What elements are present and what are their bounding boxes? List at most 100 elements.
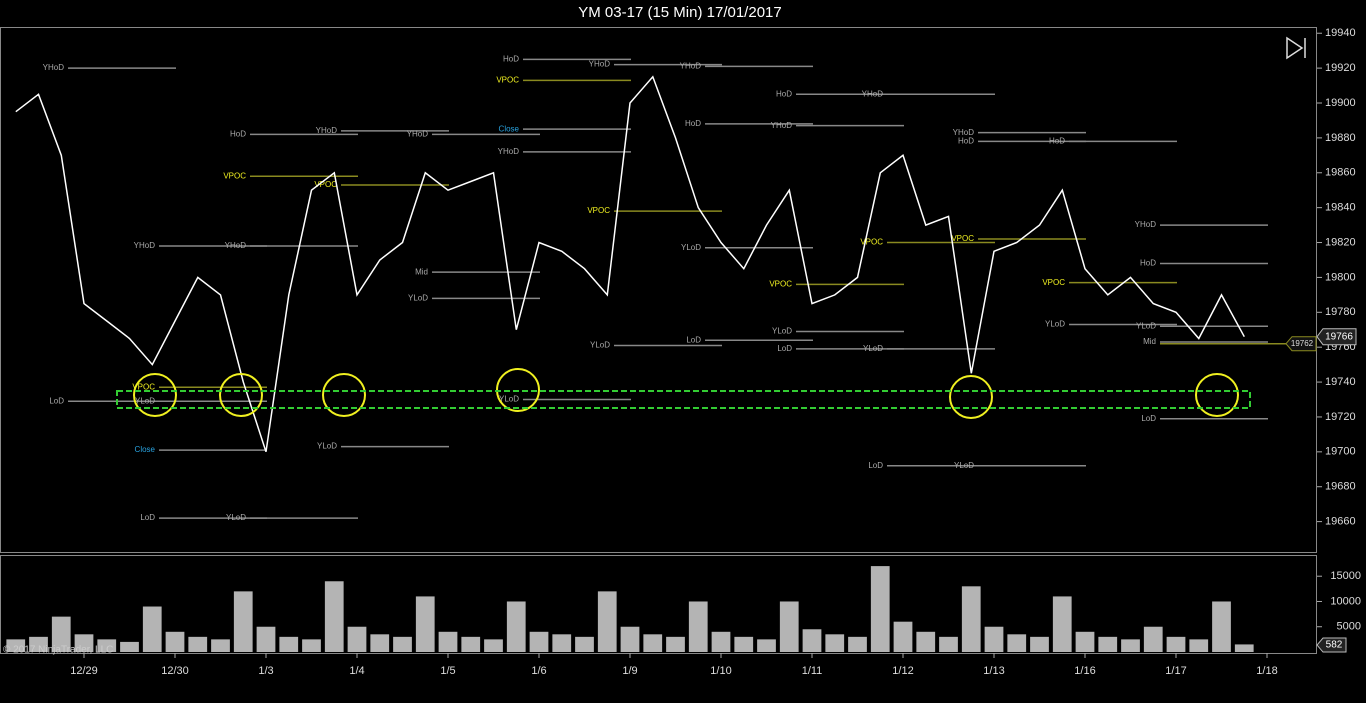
level-label: YHoD: [680, 61, 702, 70]
price-line: [15, 75, 1245, 453]
y-tick-label: 19920: [1325, 62, 1356, 74]
level-label: Mid: [415, 267, 428, 276]
volume-bar: [870, 566, 890, 652]
level-label: HoD: [1140, 259, 1156, 268]
y-tick-label: 19940: [1325, 27, 1356, 39]
x-tick-label: 12/29: [70, 665, 98, 677]
volume-tick-label: 10000: [1330, 595, 1361, 607]
volume-bar: [324, 581, 344, 652]
y-tick-label: 19820: [1325, 236, 1356, 248]
level-label: YLoD: [317, 442, 337, 451]
x-tick-label: 1/6: [531, 665, 546, 677]
y-tick-label: 19900: [1325, 97, 1356, 109]
volume-bar: [1121, 639, 1140, 652]
circle: [1195, 373, 1239, 417]
x-tick-label: 1/5: [440, 665, 455, 677]
volume-bar: [825, 634, 845, 652]
marker-label: 19762: [1291, 339, 1314, 348]
level-label: YLoD: [863, 344, 883, 353]
y-tick-label: 19700: [1325, 446, 1356, 458]
volume-bar: [120, 641, 139, 652]
volume-bar: [802, 629, 822, 652]
level-label: YHoD: [589, 60, 611, 69]
level-label: YHoD: [953, 128, 975, 137]
level-label: VPOC: [587, 206, 610, 215]
x-tick-label: 1/13: [983, 665, 1004, 677]
level-label: VPOC: [951, 234, 974, 243]
circle: [219, 373, 263, 417]
level-label: YLoD: [1136, 321, 1156, 330]
volume-bar: [848, 636, 867, 652]
x-tick-label: 1/3: [258, 665, 273, 677]
last-volume-label: 582: [1326, 640, 1343, 651]
volume-bar: [757, 639, 776, 652]
volume-bar: [1189, 639, 1209, 652]
volume-bar: [620, 626, 640, 652]
level-label: YHoD: [1135, 220, 1157, 229]
level-label: YLoD: [590, 341, 610, 350]
y-tick-label: 19740: [1325, 376, 1356, 388]
volume-bar: [461, 636, 481, 652]
playback-icon[interactable]: [1286, 36, 1306, 60]
volume-bar: [211, 639, 230, 652]
volume-bar: [74, 634, 94, 652]
level-label: HoD: [958, 136, 974, 145]
level-label: HoD: [503, 55, 519, 64]
volume-bar: [1212, 601, 1231, 652]
level-label: YHoD: [316, 126, 338, 135]
level-label: LoD: [868, 461, 883, 470]
volume-bar: [302, 639, 321, 652]
level-label: YLoD: [772, 327, 792, 336]
y-tick-label: 19840: [1325, 202, 1356, 214]
x-tick-label: 1/16: [1074, 665, 1095, 677]
last-price-tag: [1316, 328, 1357, 346]
volume-bar: [347, 626, 367, 652]
volume-bar: [1143, 626, 1163, 652]
volume-bar: [984, 626, 1004, 652]
y-tick-label: 19720: [1325, 411, 1356, 423]
volume-bar: [666, 636, 685, 652]
volume-bar: [29, 636, 48, 652]
y-tick-label: 19780: [1325, 306, 1356, 318]
x-tick-label: 1/12: [892, 665, 913, 677]
volume-bar: [779, 601, 799, 652]
volume-bar: [529, 631, 549, 652]
volume-bar: [188, 636, 208, 652]
level-label: YHoD: [862, 89, 884, 98]
volume-bar: [961, 586, 981, 652]
volume-tick-label: 5000: [1337, 621, 1361, 633]
volume-bar: [6, 639, 26, 652]
level-label: YLoD: [954, 461, 974, 470]
y-tick-label: 19800: [1325, 271, 1356, 283]
volume-bar: [438, 631, 458, 652]
volume-bar: [1098, 636, 1118, 652]
volume-bar: [734, 636, 754, 652]
volume-bar: [1030, 636, 1049, 652]
circle: [322, 373, 366, 417]
volume-bar: [575, 636, 594, 652]
play-icon[interactable]: [1286, 36, 1304, 60]
last-volume-tag: [1316, 637, 1347, 653]
volume-bar: [370, 634, 390, 652]
volume-bar: [1166, 636, 1186, 652]
level-label: LoD: [140, 513, 155, 522]
level-label: YLoD: [408, 293, 428, 302]
volume-bar: [256, 626, 276, 652]
volume-bar: [484, 639, 503, 652]
y-tick-label: 19680: [1325, 481, 1356, 493]
level-label: HoD: [1049, 136, 1065, 145]
level-label: LoD: [686, 335, 701, 344]
last-price-label: 19766: [1325, 331, 1353, 342]
volume-bar: [1007, 634, 1027, 652]
level-label: YLoD: [681, 243, 701, 252]
level-label: YHoD: [43, 63, 65, 72]
volume-panel: [0, 555, 1317, 654]
highlight-circles: [133, 368, 1239, 419]
level-label: Close: [135, 445, 156, 454]
level-label: YHoD: [134, 241, 156, 250]
volume-bar: [916, 631, 936, 652]
y-tick-label: 19660: [1325, 516, 1356, 528]
